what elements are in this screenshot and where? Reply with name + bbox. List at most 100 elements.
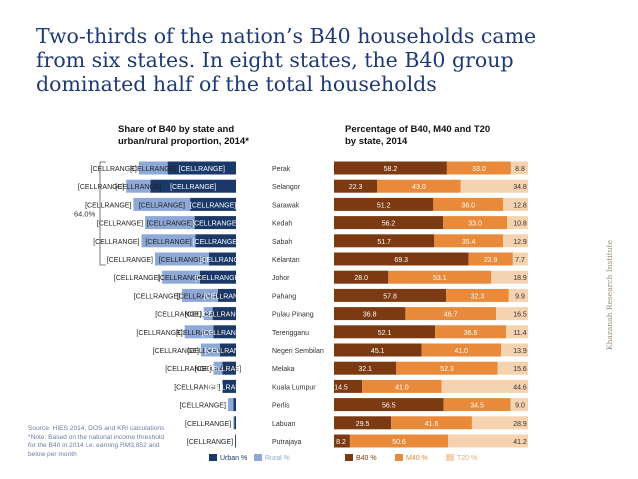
value-b40-4: 51.7 [377,239,391,246]
value-b40-12: 14.5 [334,384,348,391]
label-urban-1: [CELLRANGE] [170,184,216,191]
value-m40-11: 52.3 [440,366,454,373]
label-urban-9: [CELLRANGE] [202,330,248,337]
label-urban-12: [CELLRANGE] [206,384,252,391]
category-label-7: Pahang [272,293,296,300]
value-b40-15: 8.2 [336,439,346,446]
label-rural-3: [CELLRANGE] [147,221,193,228]
category-label-2: Sarawak [272,202,300,209]
value-t20-10: 13.9 [513,348,527,355]
legend-b40-label: B40 % [356,455,377,462]
legend-t20-label: T20 % [457,455,477,462]
value-m40-6: 53.1 [433,275,447,282]
label-left-6: [CELLRANGE] [114,275,160,282]
category-label-15: Putrajaya [272,439,302,446]
label-urban-4: [CELLRANGE] [193,239,239,246]
legend-m40-label: M40 % [406,455,428,462]
value-t20-6: 18.9 [513,275,527,282]
label-left-5: [CELLRANGE] [107,257,153,264]
value-b40-6: 28.0 [354,275,368,282]
value-t20-12: 44.6 [513,384,527,391]
legend-m40-swatch [395,454,403,461]
value-b40-14: 29.5 [356,421,370,428]
value-t20-14: 28.9 [513,421,527,428]
bar-urban-15 [235,435,236,448]
value-b40-11: 32.1 [358,366,372,373]
value-t20-13: 9.0 [515,403,525,410]
value-m40-13: 34.5 [470,403,484,410]
label-urban-0: [CELLRANGE] [179,166,225,173]
label-rural-4: [CELLRANGE] [145,239,191,246]
value-m40-14: 41.6 [425,421,439,428]
value-b40-2: 51.2 [377,202,391,209]
category-label-6: Johor [272,275,290,282]
category-label-8: Pulau Pinang [272,312,314,319]
label-left-3: [CELLRANGE] [97,221,143,228]
legend-urban-swatch [209,454,217,461]
label-left-15: [CELLRANGE] [187,439,233,446]
value-t20-0: 8.8 [515,166,525,173]
label-left-13: [CELLRANGE] [180,403,226,410]
category-label-9: Terengganu [272,330,309,337]
value-m40-5: 22.9 [484,257,498,264]
category-label-14: Labuan [272,421,295,428]
value-b40-5: 69.3 [394,257,408,264]
charts-canvas: [CELLRANGE][CELLRANGE] [CELLRANGE] Perak[C… [0,0,638,479]
label-left-2: [CELLRANGE] [85,202,131,209]
value-t20-9: 11.4 [513,330,526,337]
label-urban-7: [CELLRANGE] [204,293,250,300]
label-urban-8: [CELLRANGE] [201,312,247,319]
value-b40-0: 58.2 [384,166,398,173]
value-t20-7: 9.9 [515,293,525,300]
value-t20-4: 12.9 [513,239,527,246]
value-m40-4: 35.4 [462,239,476,246]
value-m40-9: 36.6 [464,330,478,337]
value-t20-8: 16.5 [513,312,527,319]
value-t20-11: 15.6 [513,366,527,373]
category-label-12: Kuala Lumpur [272,384,316,391]
label-rural-5: [CELLRANGE] [159,257,205,264]
bar-urban-13 [233,398,236,411]
label-rural-1: [CELLRANGE] [115,184,161,191]
label-rural-2: [CELLRANGE] [139,202,185,209]
value-b40-7: 57.8 [383,293,397,300]
label-urban-2: [CELLRANGE] [190,202,236,209]
value-b40-3: 56.2 [382,221,396,228]
value-b40-1: 22.3 [349,184,363,191]
value-m40-10: 41.0 [454,348,468,355]
legend-rural-swatch [254,454,262,461]
bar-urban-14 [234,416,236,429]
category-label-4: Sabah [272,239,292,246]
bracket-label: 64.0% [74,210,96,219]
category-label-13: Perlis [272,403,290,410]
value-m40-1: 43.0 [412,184,426,191]
category-label-5: Kelantan [272,257,300,264]
label-urban-6: [CELLRANGE] [195,275,241,282]
legend-urban-label: Urban % [220,455,247,462]
legend-rural-label: Rural % [265,455,290,462]
label-left-7: [CELLRANGE] [134,293,180,300]
value-m40-7: 32.3 [471,293,485,300]
value-m40-8: 46.7 [444,312,458,319]
value-t20-5: 7.7 [515,257,525,264]
category-label-11: Melaka [272,366,295,373]
value-t20-15: 41.2 [513,439,527,446]
label-urban-5: [CELLRANGE] [199,257,245,264]
value-b40-10: 45.1 [371,348,385,355]
label-urban-11: [CELLRANGE] [206,366,252,373]
label-rural-0: [CELLRANGE] [130,166,176,173]
value-m40-0: 33.0 [472,166,486,173]
value-m40-15: 50.6 [392,439,406,446]
value-m40-2: 36.0 [461,202,475,209]
label-urban-10: [CELLRANGE] [205,348,251,355]
value-m40-3: 33.0 [468,221,482,228]
value-b40-13: 56.5 [382,403,396,410]
bar-rural-13 [228,398,233,411]
value-b40-8: 36.8 [363,312,377,319]
label-urban-3: [CELLRANGE] [192,221,238,228]
label-left-14: [CELLRANGE] [185,421,231,428]
bracket-top-six [100,162,106,265]
value-t20-1: 34.8 [513,184,527,191]
value-m40-12: 41.0 [395,384,409,391]
value-t20-3: 10.8 [513,221,527,228]
